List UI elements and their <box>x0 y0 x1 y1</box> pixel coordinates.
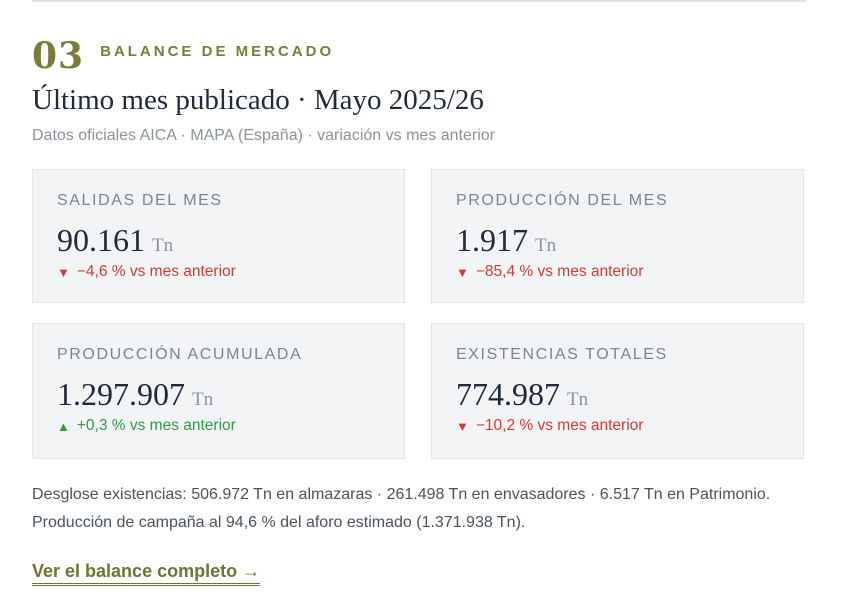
stat-value: 1.917 <box>456 222 528 258</box>
stat-card-produccion-acumulada: PRODUCCIÓN ACUMULADA 1.297.907 Tn ▲ +0,3… <box>32 323 405 459</box>
stat-card-salidas: SALIDAS DEL MES 90.161 Tn ▼ −4,6 % vs me… <box>32 169 405 303</box>
section-number: 03 <box>32 35 85 77</box>
view-full-balance-link[interactable]: Ver el balance completo → <box>32 561 261 586</box>
section-label: BALANCE DE MERCADO <box>100 43 335 60</box>
stat-change-text: +0,3 % vs mes anterior <box>76 417 236 434</box>
stat-label: PRODUCCIÓN DEL MES <box>456 192 669 209</box>
stat-label: EXISTENCIAS TOTALES <box>456 346 668 363</box>
stat-value: 774.987 <box>456 376 560 412</box>
stat-unit: Tn <box>567 389 589 410</box>
stat-label: SALIDAS DEL MES <box>57 192 223 209</box>
stat-change-text: −85,4 % vs mes anterior <box>475 263 644 280</box>
stock-breakdown-note: Desglose existencias: 506.972 Tn en alma… <box>32 486 771 531</box>
stat-label: PRODUCCIÓN ACUMULADA <box>57 346 303 363</box>
trend-down-icon: ▼ <box>456 264 469 280</box>
section-header: 03 BALANCE DE MERCADO <box>32 38 334 74</box>
top-divider <box>32 0 806 2</box>
stat-card-existencias: EXISTENCIAS TOTALES 774.987 Tn ▼ −10,2 %… <box>431 323 804 459</box>
page-title: Último mes publicado · Mayo 2025/26 <box>32 84 484 116</box>
stat-change: ▼ −4,6 % vs mes anterior <box>57 263 380 281</box>
trend-up-icon: ▲ <box>57 418 70 434</box>
page-subtitle: Datos oficiales AICA · MAPA (España) · v… <box>32 127 495 144</box>
stat-unit: Tn <box>535 235 557 256</box>
trend-down-icon: ▼ <box>57 264 70 280</box>
stat-card-produccion-mes: PRODUCCIÓN DEL MES 1.917 Tn ▼ −85,4 % vs… <box>431 169 804 303</box>
stat-change-text: −10,2 % vs mes anterior <box>475 417 644 434</box>
stat-unit: Tn <box>192 389 214 410</box>
stat-change: ▼ −85,4 % vs mes anterior <box>456 263 779 281</box>
stat-change: ▲ +0,3 % vs mes anterior <box>57 417 380 435</box>
stat-change-text: −4,6 % vs mes anterior <box>76 263 236 280</box>
trend-down-icon: ▼ <box>456 418 469 434</box>
stat-value: 1.297.907 <box>57 376 185 412</box>
stat-change: ▼ −10,2 % vs mes anterior <box>456 417 779 435</box>
stat-unit: Tn <box>152 235 174 256</box>
stat-value: 90.161 <box>57 222 145 258</box>
